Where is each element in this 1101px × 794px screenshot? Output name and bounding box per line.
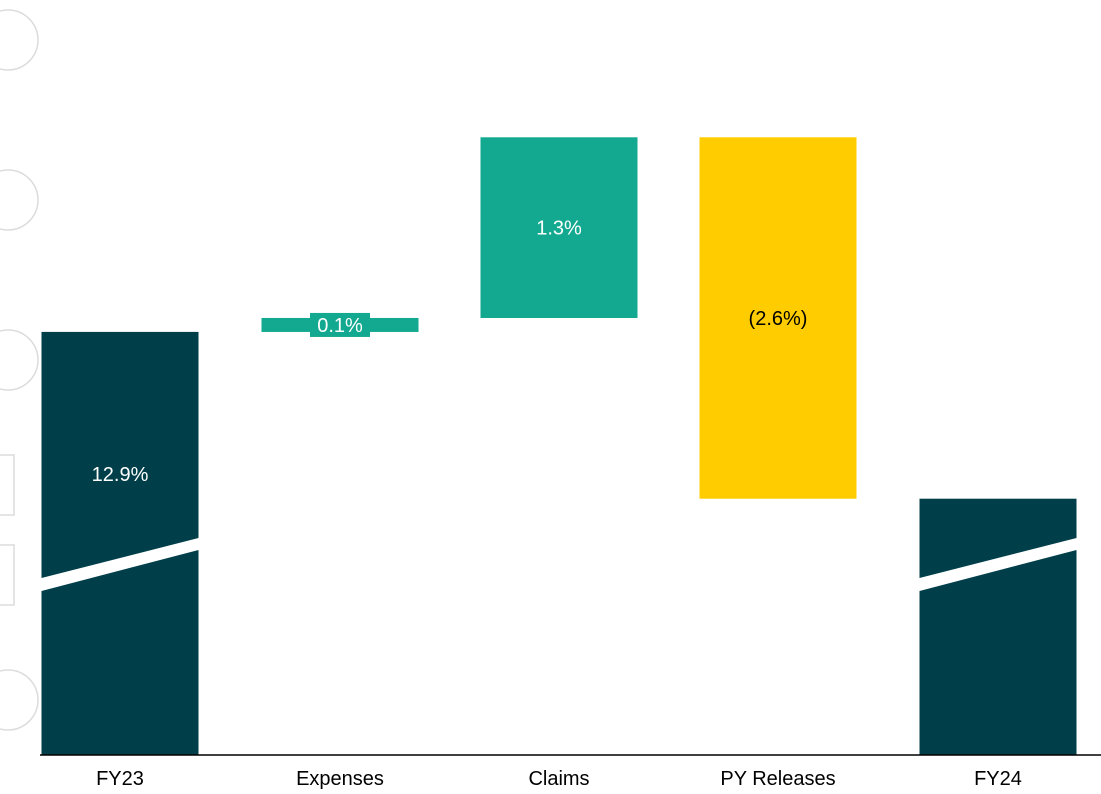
tick-label-fy23: FY23: [96, 768, 144, 790]
axis-breaks-layer: [41, 538, 1077, 591]
x-tick-labels-layer: FY23 Expenses Claims PY Releases FY24: [96, 768, 1022, 790]
tick-label-expenses: Expenses: [296, 768, 384, 790]
data-label-fy24: 11.7%: [970, 464, 1025, 486]
data-label-py-releases: (2.6%): [749, 308, 808, 330]
data-label-bg-expenses: [310, 312, 370, 337]
axis-break-fy23: [41, 538, 199, 591]
data-label-claims: 1.3%: [536, 218, 582, 240]
tick-label-py-releases: PY Releases: [720, 768, 835, 790]
data-labels-layer: 12.9% 0.1% 1.3% (2.6%) 11.7%: [92, 218, 1026, 486]
bars-layer: [41, 137, 1077, 755]
bar-claims: [480, 137, 638, 318]
bar-fy24: [919, 498, 1077, 755]
data-label-expenses: 0.1%: [317, 315, 363, 337]
bar-fy23: [41, 331, 199, 755]
bar-py-releases: [699, 137, 857, 499]
data-label-fy23: 12.9%: [92, 464, 149, 486]
axis-break-fy24: [919, 538, 1077, 591]
tick-label-fy24: FY24: [974, 768, 1022, 790]
tick-label-claims: Claims: [528, 768, 589, 790]
